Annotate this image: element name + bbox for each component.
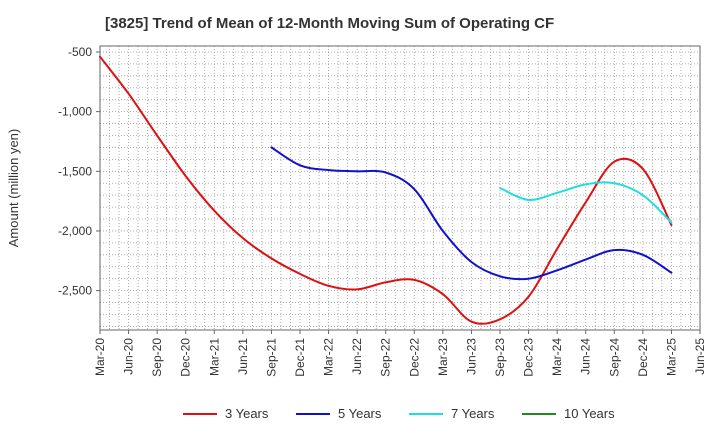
legend-label-10-years: 10 Years xyxy=(564,406,615,421)
x-tick-label: Sep-24 xyxy=(607,338,621,377)
x-tick-label: Jun-23 xyxy=(464,338,478,375)
series-line-3-years xyxy=(99,55,673,325)
chart-title: [3825] Trend of Mean of 12-Month Moving … xyxy=(105,15,554,32)
x-tick-label: Dec-21 xyxy=(293,338,307,377)
plot-frame xyxy=(99,45,701,331)
x-tick-label: Mar-25 xyxy=(664,338,678,376)
x-tick-label: Sep-20 xyxy=(150,338,164,377)
x-tick-label: Jun-22 xyxy=(350,338,364,375)
x-tick-label: Dec-22 xyxy=(407,338,421,377)
y-tick-label: -2,000 xyxy=(58,224,92,238)
series-layer xyxy=(99,55,673,325)
x-tick-label: Dec-20 xyxy=(179,338,193,377)
series-line-7-years xyxy=(499,181,673,224)
x-tick-label: Sep-22 xyxy=(379,338,393,377)
x-tick-label: Mar-21 xyxy=(207,338,221,376)
x-tick-label: Mar-22 xyxy=(322,338,336,376)
x-tick-label: Jun-24 xyxy=(579,338,593,375)
y-tick-label: -1,000 xyxy=(58,105,92,119)
x-tick-label: Sep-23 xyxy=(493,338,507,377)
x-tick-label: Sep-21 xyxy=(264,338,278,377)
x-tick-label: Mar-20 xyxy=(93,338,107,376)
legend-label-3-years: 3 Years xyxy=(225,406,269,421)
legend-label-7-years: 7 Years xyxy=(451,406,495,421)
y-tick-label: -1,500 xyxy=(58,164,92,178)
x-tick-label: Mar-24 xyxy=(550,338,564,376)
x-tick-label: Jun-20 xyxy=(122,338,136,375)
y-tick-label: -2,500 xyxy=(58,284,92,298)
series-line-5-years xyxy=(270,146,673,281)
y-axis: -500 -1,000 -1,500 -2,000 -2,500 xyxy=(58,45,100,298)
grid xyxy=(100,46,700,330)
x-tick-label: Jun-21 xyxy=(236,338,250,375)
legend-label-5-years: 5 Years xyxy=(338,406,382,421)
x-tick-label: Mar-23 xyxy=(436,338,450,376)
x-tick-label: Dec-23 xyxy=(522,338,536,377)
x-tick-label: Jun-25 xyxy=(693,338,707,375)
y-tick-label: -500 xyxy=(68,45,92,59)
y-axis-label: Amount (million yen) xyxy=(6,129,21,248)
x-tick-label: Dec-24 xyxy=(636,338,650,377)
legend: 3 Years 5 Years 7 Years 10 Years xyxy=(183,406,615,421)
x-axis: Mar-20 Jun-20 Sep-20 Dec-20 Mar-21 Jun-21 Sep-… xyxy=(93,330,707,377)
